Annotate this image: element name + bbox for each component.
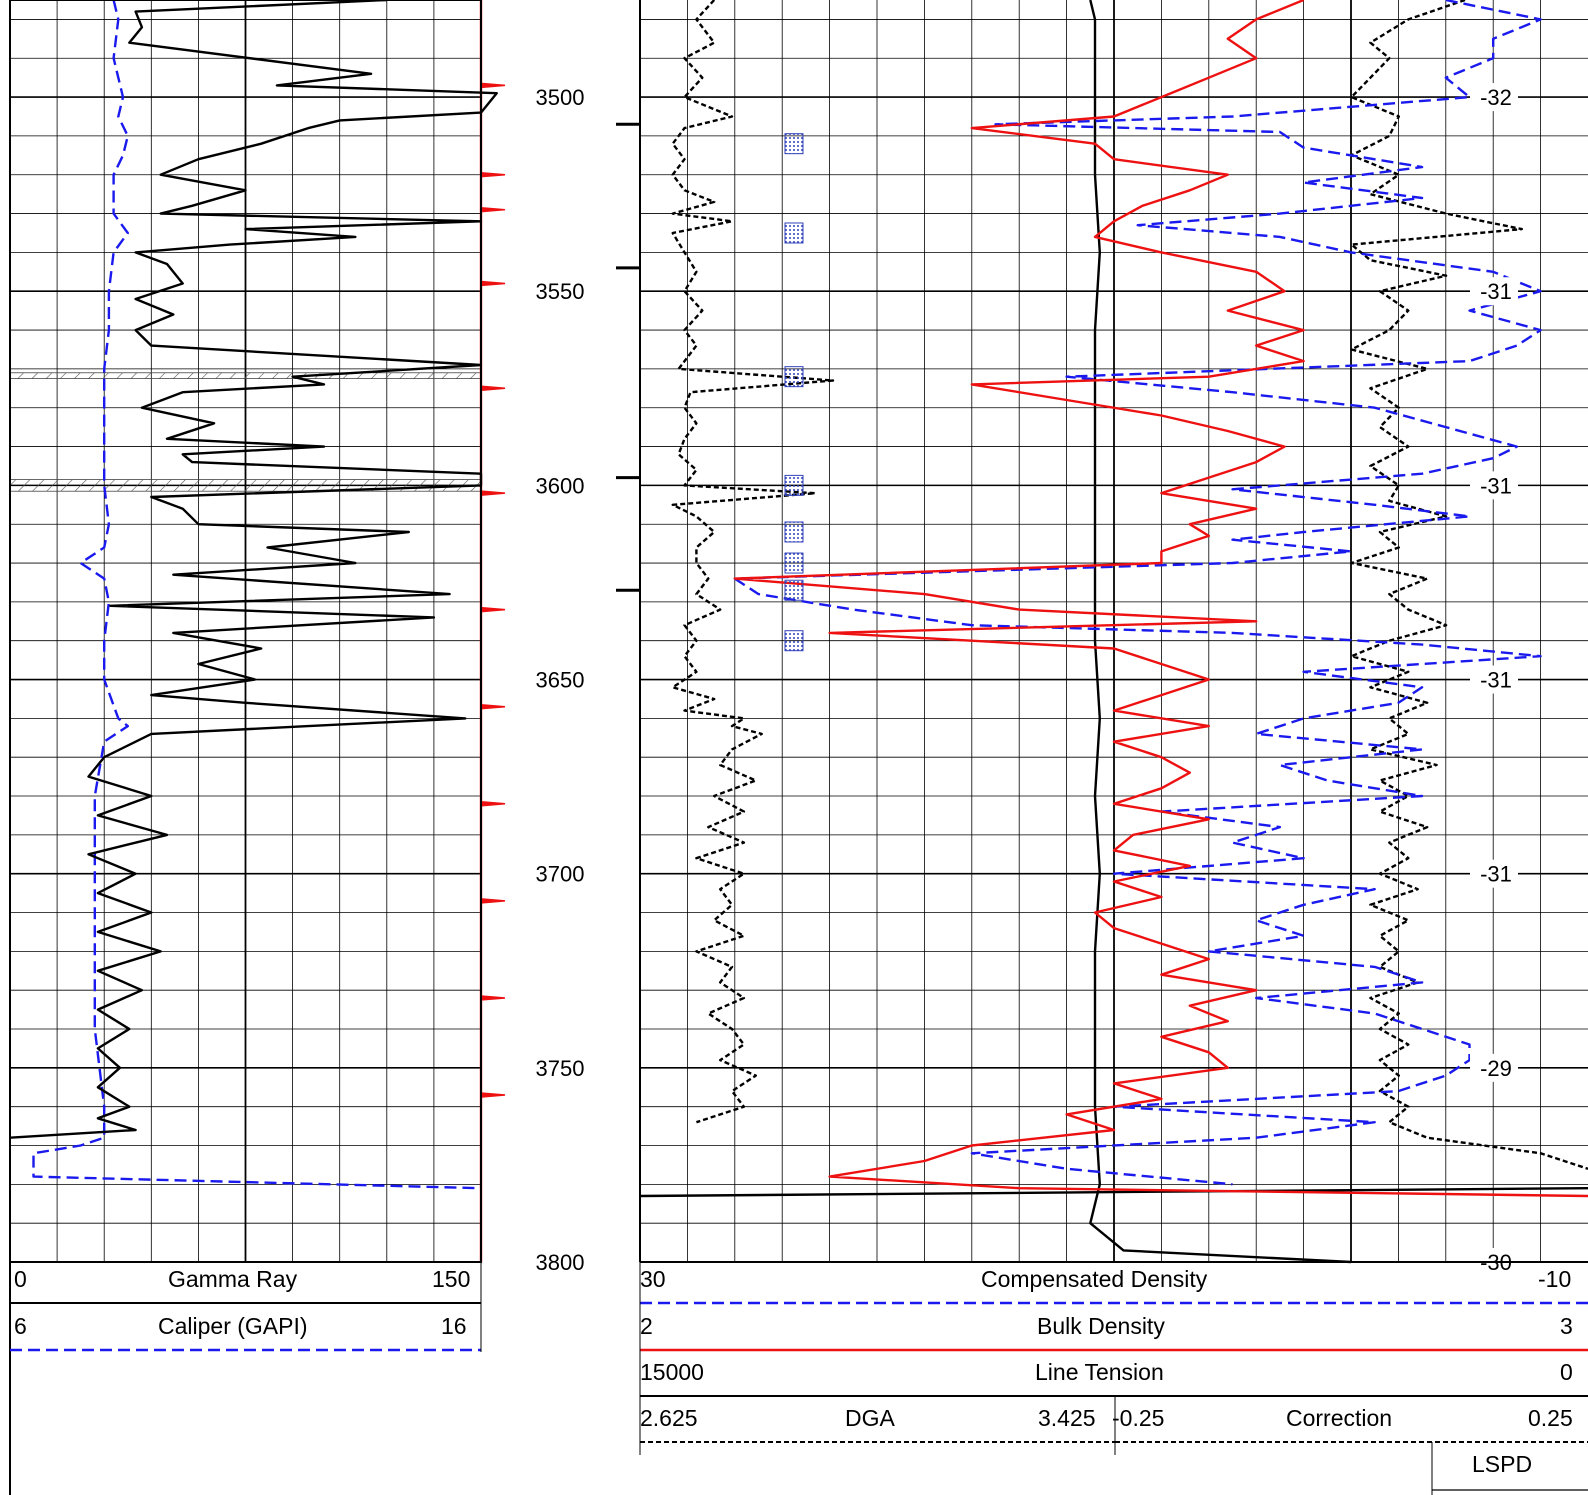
depth-marker-0 [480, 82, 506, 89]
bulk-density-min: 2 [640, 1313, 653, 1339]
fluid-marker-3 [784, 474, 804, 496]
caliper-curve [32, 0, 482, 1190]
lspd-label-bg-2 [1470, 471, 1518, 500]
compensated-density-min: 30 [640, 1266, 666, 1292]
hatched-zone-0 [9, 372, 482, 380]
dga-max: 3.425 [1038, 1405, 1096, 1431]
line-tension-label: Line Tension [1035, 1359, 1164, 1385]
depth-marker-3 [480, 280, 506, 287]
depth-tick-label-3650: 3650 [536, 668, 585, 693]
fluid-marker-6 [784, 579, 804, 601]
depth-track: 3500 3550 3600 3650 3700 3750 3800 [479, 0, 640, 1275]
depth-marker-7 [480, 703, 506, 710]
fluid-marker-7 [784, 630, 804, 652]
bulk-density-max: 3 [1560, 1313, 1573, 1339]
depth-tick-label-3550: 3550 [536, 279, 585, 304]
depth-tick-label-3800: 3800 [536, 1250, 585, 1275]
lspd-label-bg-3 [1470, 665, 1518, 694]
depth-tick-label-3700: 3700 [536, 862, 585, 887]
bulk-density-curve [733, 0, 1588, 1198]
lspd-label-bg-0 [1470, 83, 1518, 112]
dga-curve [671, 0, 835, 1124]
dga-min: 2.625 [640, 1405, 698, 1431]
depth-marker-11 [480, 1092, 506, 1098]
fluid-marker-4 [784, 521, 804, 543]
correction-curve [1350, 0, 1588, 1170]
lspd-curve [1089, 0, 1352, 1264]
track2-grid [640, 0, 1588, 1262]
gamma-ray-max: 150 [432, 1266, 471, 1292]
lspd-label-bg-5 [1470, 1053, 1518, 1082]
lspd-label-bg-1 [1470, 277, 1518, 306]
log-curves [9, 0, 1588, 1264]
hatched-zone-1 [9, 479, 482, 492]
fluid-marker-5 [784, 552, 804, 574]
depth-marker-9 [480, 898, 506, 904]
caliper-label: Caliper (GAPI) [158, 1313, 308, 1339]
fluid-marker-2 [784, 366, 804, 388]
lspd-label-3: -31 [1480, 668, 1512, 693]
depth-marker-2 [480, 206, 506, 213]
caliper-min: 6 [14, 1313, 27, 1339]
compensated-density-max: -10 [1538, 1266, 1572, 1292]
gamma-ray-label: Gamma Ray [168, 1266, 298, 1292]
chart-frame [9, 0, 1588, 1495]
depth-marker-5 [480, 490, 506, 496]
gamma-ray-min: 0 [14, 1266, 27, 1292]
depth-marker-8 [480, 800, 506, 807]
fluid-marker-0 [784, 133, 804, 155]
lspd-label-5: -29 [1480, 1056, 1512, 1081]
depth-marker-4 [480, 385, 506, 392]
lspd-label-4: -31 [1480, 862, 1512, 887]
line-tension-min: 15000 [640, 1359, 704, 1385]
correction-max: 0.25 [1528, 1405, 1573, 1431]
compensated-density-curve [733, 0, 1542, 1186]
lspd-label-2: -31 [1480, 473, 1512, 498]
depth-tick-label-3750: 3750 [536, 1056, 585, 1081]
lspd-label-0: -32 [1480, 85, 1512, 110]
lspd-label-bg-4 [1470, 859, 1518, 888]
depth-tick-label-3500: 3500 [536, 85, 585, 110]
line-tension-curve [639, 1186, 1588, 1198]
fluid-markers [784, 133, 804, 652]
fluid-marker-1 [784, 222, 804, 244]
depth-marker-1 [480, 171, 506, 178]
lspd-labels: -32-31-31-31-31-29-30 [1470, 83, 1518, 1276]
lspd-label-1: -31 [1480, 279, 1512, 304]
depth-marker-10 [480, 995, 506, 1001]
line-tension-max: 0 [1560, 1359, 1573, 1385]
gamma-ray-curve [9, 0, 498, 1139]
depth-marker-6 [480, 606, 506, 613]
track1-frame [9, 0, 482, 1263]
correction-min: -0.25 [1112, 1405, 1165, 1431]
correction-label: Correction [1286, 1405, 1393, 1431]
dga-label: DGA [845, 1405, 895, 1431]
legend-lines [10, 1262, 1588, 1495]
caliper-max: 16 [441, 1313, 467, 1339]
depth-tick-label-3600: 3600 [536, 473, 585, 498]
compensated-density-label: Compensated Density [981, 1266, 1208, 1292]
lspd-label: LSPD [1472, 1451, 1533, 1477]
bulk-density-label: Bulk Density [1037, 1313, 1165, 1339]
